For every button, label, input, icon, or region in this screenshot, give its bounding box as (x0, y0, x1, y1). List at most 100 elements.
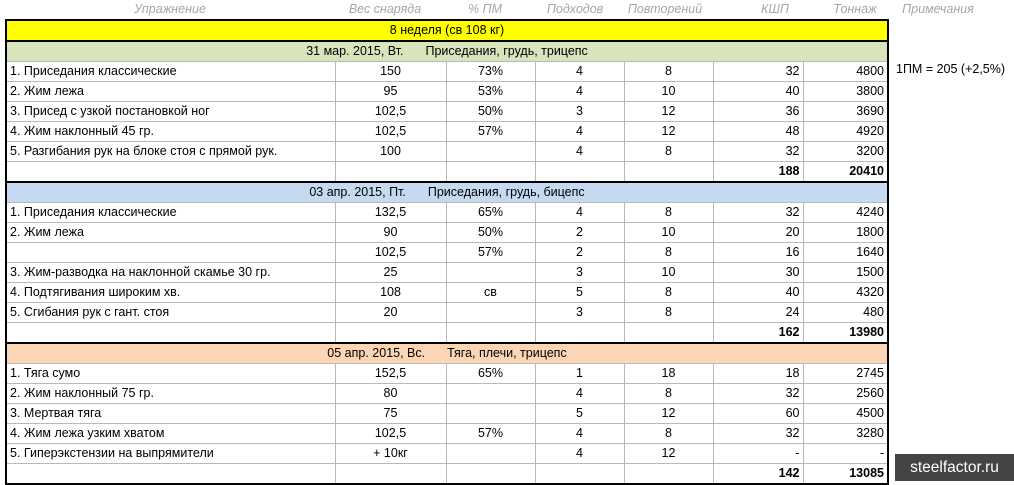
tonnage-cell: 4920 (802, 121, 889, 142)
reps-cell: 12 (623, 443, 714, 464)
exercise-cell: 5. Гиперэкстензии на выпрямители (5, 443, 336, 464)
weight-cell: 20 (334, 302, 447, 323)
reps-cell: 8 (623, 141, 714, 162)
exercise-cell: 3. Мертвая тяга (5, 403, 336, 424)
day-date: 03 апр. 2015, Пт. (309, 185, 406, 199)
pm-cell (445, 443, 536, 464)
tonnage-cell: 2745 (802, 363, 889, 384)
kshp-cell: 60 (712, 403, 804, 424)
exercise-cell: 2. Жим наклонный 75 гр. (5, 383, 336, 404)
table-row: 4. Жим наклонный 45 гр. 102,5 57% 4 12 48 4920 (5, 121, 889, 142)
day-date: 31 мар. 2015, Вт. (306, 44, 404, 58)
day-header: 05 апр. 2015, Вс. Тяга, плечи, трицепс (5, 342, 889, 364)
sets-cell: 4 (534, 202, 625, 223)
header-kshp: КШП (761, 2, 789, 16)
kshp-cell: 36 (712, 101, 804, 122)
total-row: 188 20410 (5, 161, 889, 183)
table-row: 102,5 57% 2 8 16 1640 (5, 242, 889, 263)
weight-cell: 75 (334, 403, 447, 424)
pm-cell (445, 302, 536, 323)
total-empty-cell (334, 322, 447, 344)
tonnage-cell: 4500 (802, 403, 889, 424)
tonnage-cell: 1800 (802, 222, 889, 243)
pm-cell (445, 141, 536, 162)
pm-cell: 50% (445, 222, 536, 243)
weight-cell: + 10кг (334, 443, 447, 464)
reps-cell: 8 (623, 242, 714, 263)
weight-cell: 152,5 (334, 363, 447, 384)
day-date: 05 апр. 2015, Вс. (327, 346, 426, 360)
tonnage-cell: 3200 (802, 141, 889, 162)
day-focus: Приседания, грудь, трицепс (425, 44, 588, 58)
one-rep-max-note: 1ПМ = 205 (+2,5%) (896, 62, 1006, 76)
exercise-cell: 1. Приседания классические (5, 61, 336, 82)
table-row: 4. Подтягивания широким хв. 108 св 5 8 40 4320 (5, 282, 889, 303)
reps-cell: 8 (623, 202, 714, 223)
kshp-cell: 20 (712, 222, 804, 243)
day-focus: Тяга, плечи, трицепс (447, 346, 567, 360)
weight-cell: 150 (334, 61, 447, 82)
pm-cell (445, 262, 536, 283)
weight-cell: 132,5 (334, 202, 447, 223)
table-row: 5. Гиперэкстензии на выпрямители + 10кг 4 1… (5, 443, 889, 464)
total-empty-cell (5, 322, 336, 344)
tonnage-cell: 1500 (802, 262, 889, 283)
table-row: 3. Жим-разводка на наклонной скамье 30 г… (5, 262, 889, 283)
tonnage-cell: 2560 (802, 383, 889, 404)
day-header: 31 мар. 2015, Вт. Приседания, грудь, триц… (5, 40, 889, 62)
sets-cell: 4 (534, 141, 625, 162)
pm-cell: 57% (445, 121, 536, 142)
weight-cell: 102,5 (334, 423, 447, 444)
table-row: 3. Присед с узкой постановкой ног 102,5 50… (5, 101, 889, 122)
weight-cell: 90 (334, 222, 447, 243)
exercise-cell: 3. Присед с узкой постановкой ног (5, 101, 336, 122)
tonnage-cell: 3800 (802, 81, 889, 102)
kshp-cell: 30 (712, 262, 804, 283)
sets-cell: 2 (534, 242, 625, 263)
table-row: 1. Приседания классические 150 73% 4 8 32 4800 (5, 61, 889, 82)
sets-cell: 4 (534, 443, 625, 464)
kshp-cell: 48 (712, 121, 804, 142)
sets-cell: 4 (534, 423, 625, 444)
kshp-cell: 24 (712, 302, 804, 323)
kshp-cell: 32 (712, 202, 804, 223)
header-sets: Подходов (546, 2, 604, 16)
weight-cell: 102,5 (334, 101, 447, 122)
weight-cell: 80 (334, 383, 447, 404)
reps-cell: 12 (623, 121, 714, 142)
exercise-cell: 1. Приседания классические (5, 202, 336, 223)
table-row: 5. Разгибания рук на блоке стоя с прямой… (5, 141, 889, 162)
kshp-cell: 32 (712, 61, 804, 82)
tonnage-cell: 4320 (802, 282, 889, 303)
reps-cell: 8 (623, 383, 714, 404)
day-header-cell: 03 апр. 2015, Пт. Приседания, грудь, бице… (5, 181, 889, 203)
exercise-cell: 4. Жим лежа узким хватом (5, 423, 336, 444)
total-empty-cell (445, 322, 536, 344)
table-row: 2. Жим лежа 95 53% 4 10 40 3800 (5, 81, 889, 102)
reps-cell: 8 (623, 282, 714, 303)
weight-cell: 100 (334, 141, 447, 162)
day-header-cell: 31 мар. 2015, Вт. Приседания, грудь, триц… (5, 40, 889, 62)
pm-cell: 50% (445, 101, 536, 122)
kshp-cell: 40 (712, 81, 804, 102)
reps-cell: 8 (623, 302, 714, 323)
total-empty-cell (623, 322, 714, 344)
total-row: 142 13085 (5, 463, 889, 485)
reps-cell: 12 (623, 403, 714, 424)
reps-cell: 18 (623, 363, 714, 384)
tonnage-cell: 1640 (802, 242, 889, 263)
day-header-cell: 05 апр. 2015, Вс. Тяга, плечи, трицепс (5, 342, 889, 364)
pm-cell: 57% (445, 423, 536, 444)
table-row: 4. Жим лежа узким хватом 102,5 57% 4 8 32 3280 (5, 423, 889, 444)
pm-cell: 53% (445, 81, 536, 102)
kshp-cell: - (712, 443, 804, 464)
week-title: 8 неделя (св 108 кг) (5, 19, 889, 42)
tonnage-cell: 3690 (802, 101, 889, 122)
weight-cell: 95 (334, 81, 447, 102)
kshp-cell: 32 (712, 141, 804, 162)
reps-cell: 10 (623, 222, 714, 243)
header-notes: Примечания (902, 2, 974, 16)
kshp-cell: 32 (712, 383, 804, 404)
total-empty-cell (534, 161, 625, 183)
total-empty-cell (445, 161, 536, 183)
